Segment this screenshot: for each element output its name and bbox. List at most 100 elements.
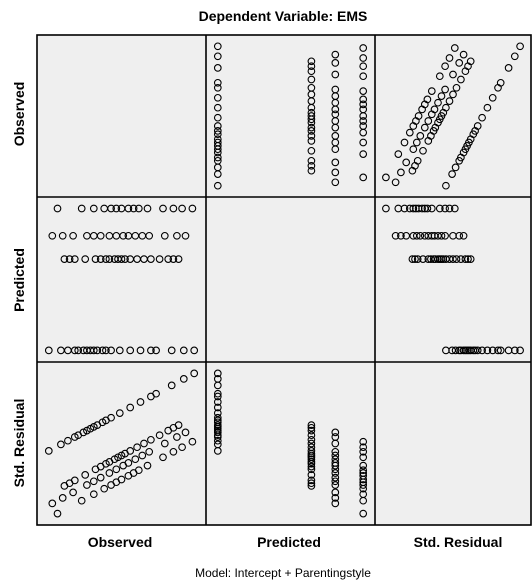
- point-observed-vs-predicted-71: [359, 44, 368, 52]
- point-predicted-vs-observed-4: [74, 346, 83, 355]
- point-std-residual-vs-predicted-64: [359, 471, 368, 480]
- point-predicted-vs-observed-32: [121, 255, 129, 263]
- point-std-residual-vs-predicted-1: [213, 440, 222, 449]
- point-predicted-vs-observed-66: [134, 204, 143, 213]
- point-std-residual-vs-observed-58: [77, 496, 86, 505]
- point-std-residual-vs-observed-2: [64, 436, 72, 445]
- point-predicted-vs-std-residual-71: [450, 204, 459, 213]
- point-observed-vs-predicted-42: [331, 168, 340, 177]
- point-predicted-vs-observed-53: [145, 231, 154, 240]
- point-predicted-vs-std-residual-64: [418, 204, 426, 213]
- point-std-residual-vs-predicted-25: [307, 465, 316, 474]
- point-predicted-vs-observed-23: [70, 255, 79, 263]
- point-std-residual-vs-predicted-69: [359, 447, 368, 456]
- point-std-residual-vs-observed-43: [69, 488, 77, 497]
- point-std-residual-vs-predicted-26: [307, 462, 316, 471]
- point-observed-vs-std-residual-57: [382, 173, 390, 182]
- row-label-std-residual: Std. Residual: [11, 399, 27, 488]
- point-predicted-vs-observed-54: [160, 231, 169, 240]
- point-std-residual-vs-predicted-50: [331, 459, 340, 467]
- point-observed-vs-predicted-69: [359, 62, 368, 71]
- point-observed-vs-predicted-66: [359, 95, 368, 104]
- point-observed-vs-predicted-57: [359, 173, 368, 182]
- point-std-residual-vs-observed-12: [107, 413, 115, 422]
- point-std-residual-vs-observed-20: [190, 369, 199, 378]
- point-std-residual-vs-observed-1: [57, 440, 65, 449]
- point-predicted-vs-std-residual-16: [494, 346, 502, 355]
- point-observed-vs-std-residual-37: [457, 75, 465, 84]
- matrix-points: [44, 42, 524, 518]
- point-observed-vs-predicted-18: [213, 64, 222, 72]
- point-predicted-vs-observed-67: [143, 204, 152, 213]
- point-observed-vs-std-residual-35: [449, 90, 457, 99]
- point-std-residual-vs-observed-41: [48, 499, 57, 508]
- point-std-residual-vs-observed-60: [100, 484, 109, 493]
- point-predicted-vs-std-residual-39: [464, 255, 472, 263]
- point-std-residual-vs-observed-33: [126, 447, 135, 455]
- point-std-residual-vs-predicted-67: [359, 461, 368, 470]
- point-predicted-vs-observed-9: [93, 346, 102, 355]
- point-predicted-vs-std-residual-61: [409, 204, 418, 213]
- point-observed-vs-predicted-41: [331, 178, 340, 187]
- point-std-residual-vs-observed-42: [58, 494, 67, 502]
- point-observed-vs-predicted-21: [307, 166, 316, 175]
- point-std-residual-vs-observed-18: [167, 381, 176, 390]
- point-observed-vs-std-residual-17: [496, 78, 505, 87]
- point-predicted-vs-observed-61: [107, 204, 115, 213]
- cell-predicted-vs-predicted: [206, 197, 375, 362]
- point-predicted-vs-observed-49: [119, 231, 128, 240]
- point-observed-vs-predicted-70: [359, 54, 368, 62]
- point-observed-vs-std-residual-68: [435, 72, 444, 81]
- point-predicted-vs-std-residual-66: [423, 204, 432, 213]
- point-predicted-vs-observed-12: [107, 346, 115, 355]
- point-observed-vs-predicted-39: [307, 62, 316, 71]
- point-observed-vs-predicted-49: [331, 110, 340, 119]
- point-observed-vs-predicted-10: [213, 130, 222, 139]
- point-predicted-vs-std-residual-36: [452, 255, 461, 263]
- point-predicted-vs-observed-15: [136, 346, 145, 355]
- point-std-residual-vs-predicted-71: [359, 437, 368, 446]
- point-observed-vs-std-residual-36: [452, 83, 461, 92]
- point-std-residual-vs-predicted-14: [213, 403, 222, 412]
- point-predicted-vs-observed-11: [102, 346, 110, 355]
- cell-observed-vs-observed: [37, 35, 206, 197]
- point-observed-vs-std-residual-15: [488, 93, 497, 102]
- point-std-residual-vs-predicted-59: [359, 490, 368, 499]
- point-observed-vs-std-residual-66: [423, 95, 432, 104]
- point-observed-vs-predicted-20: [213, 42, 222, 51]
- point-std-residual-vs-observed-34: [133, 443, 141, 452]
- point-observed-vs-predicted-4: [213, 153, 222, 162]
- cell-std-residual-vs-observed: [37, 362, 206, 525]
- point-observed-vs-predicted-0: [213, 181, 222, 190]
- point-std-residual-vs-observed-52: [138, 451, 147, 460]
- point-predicted-vs-observed-25: [91, 255, 100, 263]
- point-std-residual-vs-observed-51: [131, 455, 140, 464]
- point-observed-vs-predicted-24: [307, 146, 316, 155]
- row-label-observed: Observed: [11, 82, 27, 147]
- point-observed-vs-std-residual-19: [510, 52, 519, 61]
- point-predicted-vs-observed-42: [58, 231, 67, 240]
- point-observed-vs-predicted-53: [331, 85, 340, 94]
- point-std-residual-vs-predicted-45: [331, 477, 340, 486]
- point-predicted-vs-observed-58: [77, 204, 86, 213]
- point-observed-vs-predicted-8: [213, 138, 222, 147]
- point-observed-vs-std-residual-23: [413, 156, 422, 165]
- point-predicted-vs-observed-65: [129, 204, 138, 213]
- point-std-residual-vs-observed-69: [169, 447, 178, 456]
- point-observed-vs-predicted-16: [213, 83, 222, 92]
- point-std-residual-vs-predicted-21: [307, 482, 316, 490]
- point-observed-vs-predicted-26: [307, 132, 316, 140]
- point-predicted-vs-std-residual-57: [382, 204, 390, 213]
- point-observed-vs-std-residual-59: [400, 138, 409, 147]
- point-predicted-vs-observed-56: [181, 231, 190, 240]
- point-observed-vs-predicted-67: [359, 87, 368, 95]
- point-predicted-vs-observed-41: [48, 231, 57, 240]
- point-std-residual-vs-predicted-12: [213, 413, 222, 422]
- point-std-residual-vs-predicted-43: [331, 488, 340, 497]
- point-predicted-vs-std-residual-42: [397, 231, 405, 240]
- point-std-residual-vs-predicted-52: [331, 451, 340, 460]
- point-observed-vs-std-residual-48: [424, 117, 433, 125]
- point-predicted-vs-observed-71: [188, 204, 197, 213]
- point-observed-vs-std-residual-1: [448, 170, 456, 178]
- point-observed-vs-predicted-25: [307, 137, 316, 145]
